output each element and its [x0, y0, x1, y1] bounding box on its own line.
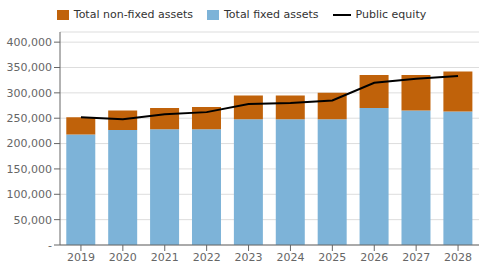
svg-text:2026: 2026	[360, 251, 388, 264]
svg-text:2019: 2019	[67, 251, 95, 264]
svg-text:350,000: 350,000	[8, 61, 52, 74]
svg-text:2027: 2027	[402, 251, 430, 264]
svg-text:150,000: 150,000	[8, 163, 52, 176]
svg-text:2023: 2023	[235, 251, 263, 264]
html-text:Total non-fixed assets: Total non-fixed assets	[73, 8, 193, 21]
html-text:Total fixed assets: Total fixed assets	[224, 8, 319, 21]
svg-text:100,000: 100,000	[8, 188, 52, 201]
svg-text:2020: 2020	[109, 251, 137, 264]
svg-text:2025: 2025	[318, 251, 346, 264]
svg-text:200,000: 200,000	[8, 137, 52, 150]
svg-text:2022: 2022	[193, 251, 221, 264]
svg-text:250,000: 250,000	[8, 112, 52, 125]
svg-text:-: -	[48, 239, 52, 252]
svg-text:50,000: 50,000	[14, 214, 53, 227]
html-text:Public equity: Public equity	[355, 8, 427, 21]
svg-text:2021: 2021	[151, 251, 179, 264]
svg-text:400,000: 400,000	[8, 36, 52, 49]
svg-text:2024: 2024	[276, 251, 304, 264]
svg-text:300,000: 300,000	[8, 87, 52, 100]
svg-text:2028: 2028	[444, 251, 472, 264]
